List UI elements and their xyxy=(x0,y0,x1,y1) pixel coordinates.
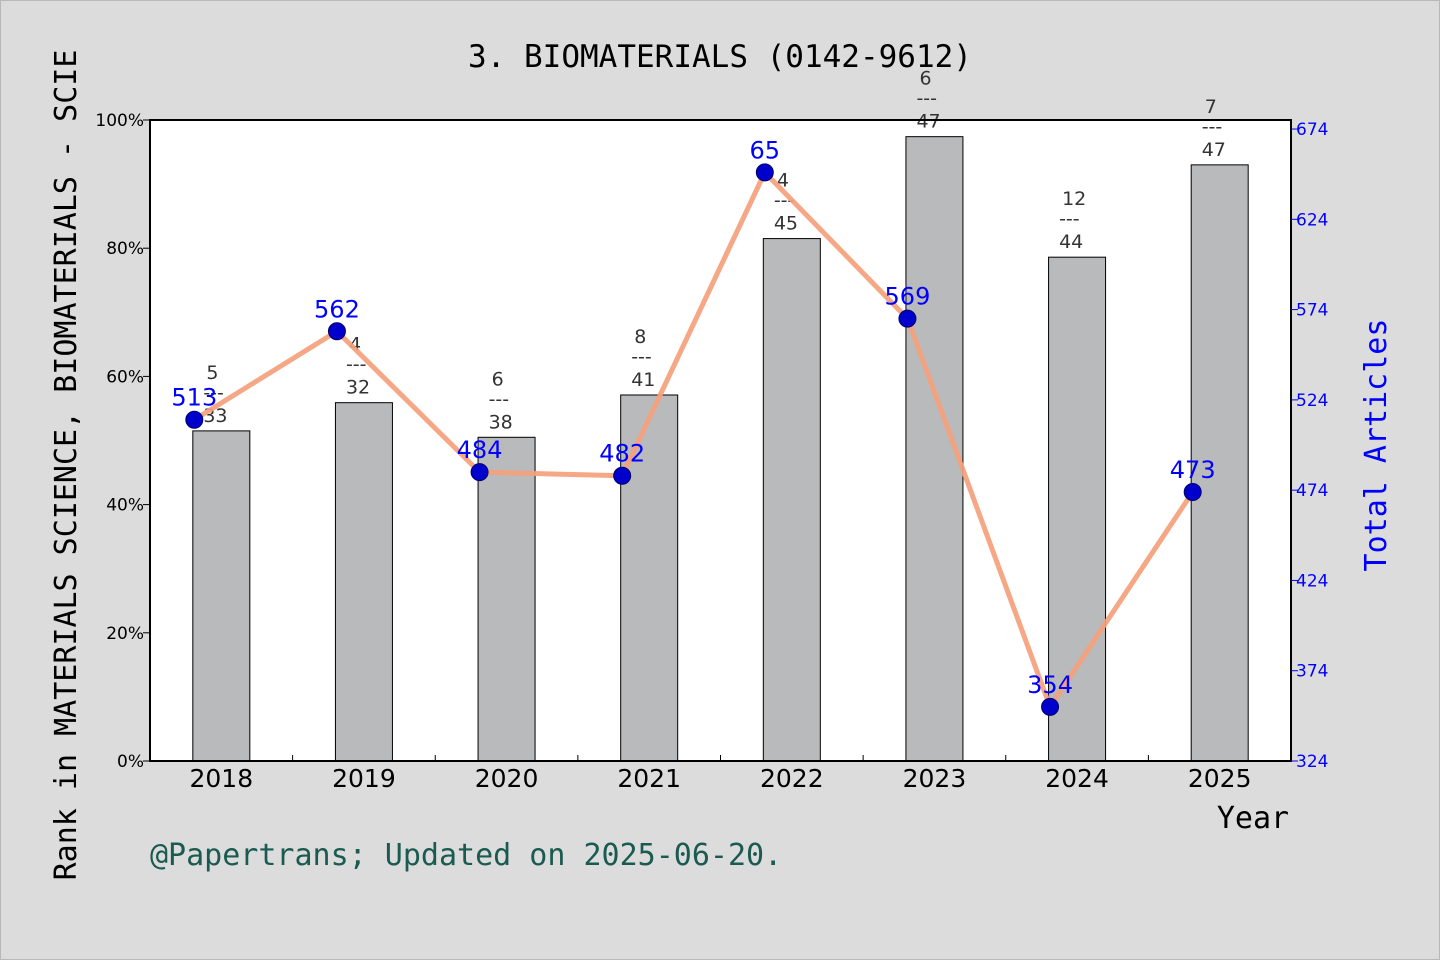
articles-value-label: 65 xyxy=(750,136,781,164)
y-tick-label: 40% xyxy=(106,496,144,516)
bar-label-rank: 5 xyxy=(206,362,218,384)
y2-tick-label: 524 xyxy=(1296,391,1328,411)
bar-2018 xyxy=(192,430,251,762)
articles-marker-2023 xyxy=(898,309,917,328)
bar-2020 xyxy=(477,436,536,762)
x-tick-label: 2021 xyxy=(617,764,681,793)
x-tick-label: 2024 xyxy=(1045,764,1109,793)
y2-tick-label: 424 xyxy=(1296,571,1328,591)
footnote: @Papertrans; Updated on 2025-06-20. xyxy=(150,838,782,873)
bar-label-total: 44 xyxy=(1059,231,1083,253)
plot-area xyxy=(150,120,1291,761)
articles-value-label: 562 xyxy=(314,295,360,323)
articles-marker-2018 xyxy=(185,410,204,429)
x-tick-label: 2020 xyxy=(475,764,539,793)
y2-tick-label: 374 xyxy=(1296,662,1328,682)
y2-tick-label: 474 xyxy=(1296,481,1328,501)
bar-label-total: 47 xyxy=(1202,139,1226,161)
bar-label-total: 38 xyxy=(489,411,513,433)
bar-label-rank: 6 xyxy=(919,68,931,90)
y-axis-right: 324 374 424 474 524 574 624 674 xyxy=(1291,120,1328,772)
y-axis-label: Rank in MATERIALS SCIENCE, BIOMATERIALS … xyxy=(49,50,84,881)
y2-tick-label: 574 xyxy=(1296,301,1328,321)
articles-value-label: 482 xyxy=(599,440,645,468)
y-tick-label: 20% xyxy=(106,624,144,644)
bar-label-total: 32 xyxy=(346,377,370,399)
y2-tick-label: 674 xyxy=(1296,120,1328,140)
bar-label-separator: --- xyxy=(1202,116,1223,138)
bar-series xyxy=(192,136,1249,762)
x-axis-label: Year xyxy=(1217,801,1289,836)
articles-marker-2019 xyxy=(327,322,346,341)
bar-2025 xyxy=(1190,164,1249,762)
chart-title: 3. BIOMATERIALS (0142-9612) xyxy=(468,39,972,75)
bar-label-separator: --- xyxy=(631,346,652,368)
articles-value-label: 513 xyxy=(171,384,217,412)
bar-label-total: 47 xyxy=(916,111,940,133)
bar-label-total: 41 xyxy=(631,369,655,391)
articles-value-label: 473 xyxy=(1170,456,1216,484)
x-axis: 2018 2019 2020 2021 2022 2023 2024 2025 xyxy=(190,755,1252,793)
x-tick-label: 2019 xyxy=(332,764,396,793)
x-tick-label: 2025 xyxy=(1188,764,1252,793)
articles-value-label: 569 xyxy=(885,283,931,311)
bar-label-separator: --- xyxy=(489,388,510,410)
y2-axis-label: Total Articles xyxy=(1359,319,1394,572)
y-tick-label: 80% xyxy=(106,239,144,259)
y2-tick-label: 624 xyxy=(1296,210,1328,230)
y-tick-label: 0% xyxy=(117,752,144,772)
articles-marker-2025 xyxy=(1183,482,1202,501)
articles-value-label: 484 xyxy=(457,436,503,464)
bar-label-rank: 12 xyxy=(1062,188,1086,210)
bar-label-total: 45 xyxy=(774,213,798,235)
articles-value-label: 354 xyxy=(1027,671,1073,699)
bar-label-separator: --- xyxy=(203,382,224,404)
articles-marker-2024 xyxy=(1041,697,1060,716)
articles-marker-2020 xyxy=(470,463,489,482)
bar-label-separator: --- xyxy=(916,88,937,110)
x-tick-label: 2023 xyxy=(903,764,967,793)
bar-label-rank: 7 xyxy=(1205,96,1217,118)
bar-2022 xyxy=(762,238,821,762)
bar-2019 xyxy=(334,402,393,762)
bar-label-group: 5---334---32 6---388---414---456---4712--… xyxy=(203,68,1226,434)
articles-line xyxy=(192,169,1195,710)
bar-label-rank: 8 xyxy=(634,326,646,348)
articles-marker-2021 xyxy=(613,466,632,485)
x-tick-label: 2018 xyxy=(190,764,254,793)
y2-tick-label: 324 xyxy=(1296,752,1328,772)
bar-label-separator: --- xyxy=(346,354,367,376)
articles-marker-2022 xyxy=(755,163,774,182)
y-axis-left: 0% 20% 40% 60% 80% 100% xyxy=(95,111,150,772)
x-tick-label: 2022 xyxy=(760,764,824,793)
y-tick-label: 60% xyxy=(106,367,144,387)
y-tick-label: 100% xyxy=(95,111,144,131)
bar-label-separator: --- xyxy=(1059,208,1080,230)
bar-label-rank: 6 xyxy=(492,368,504,390)
